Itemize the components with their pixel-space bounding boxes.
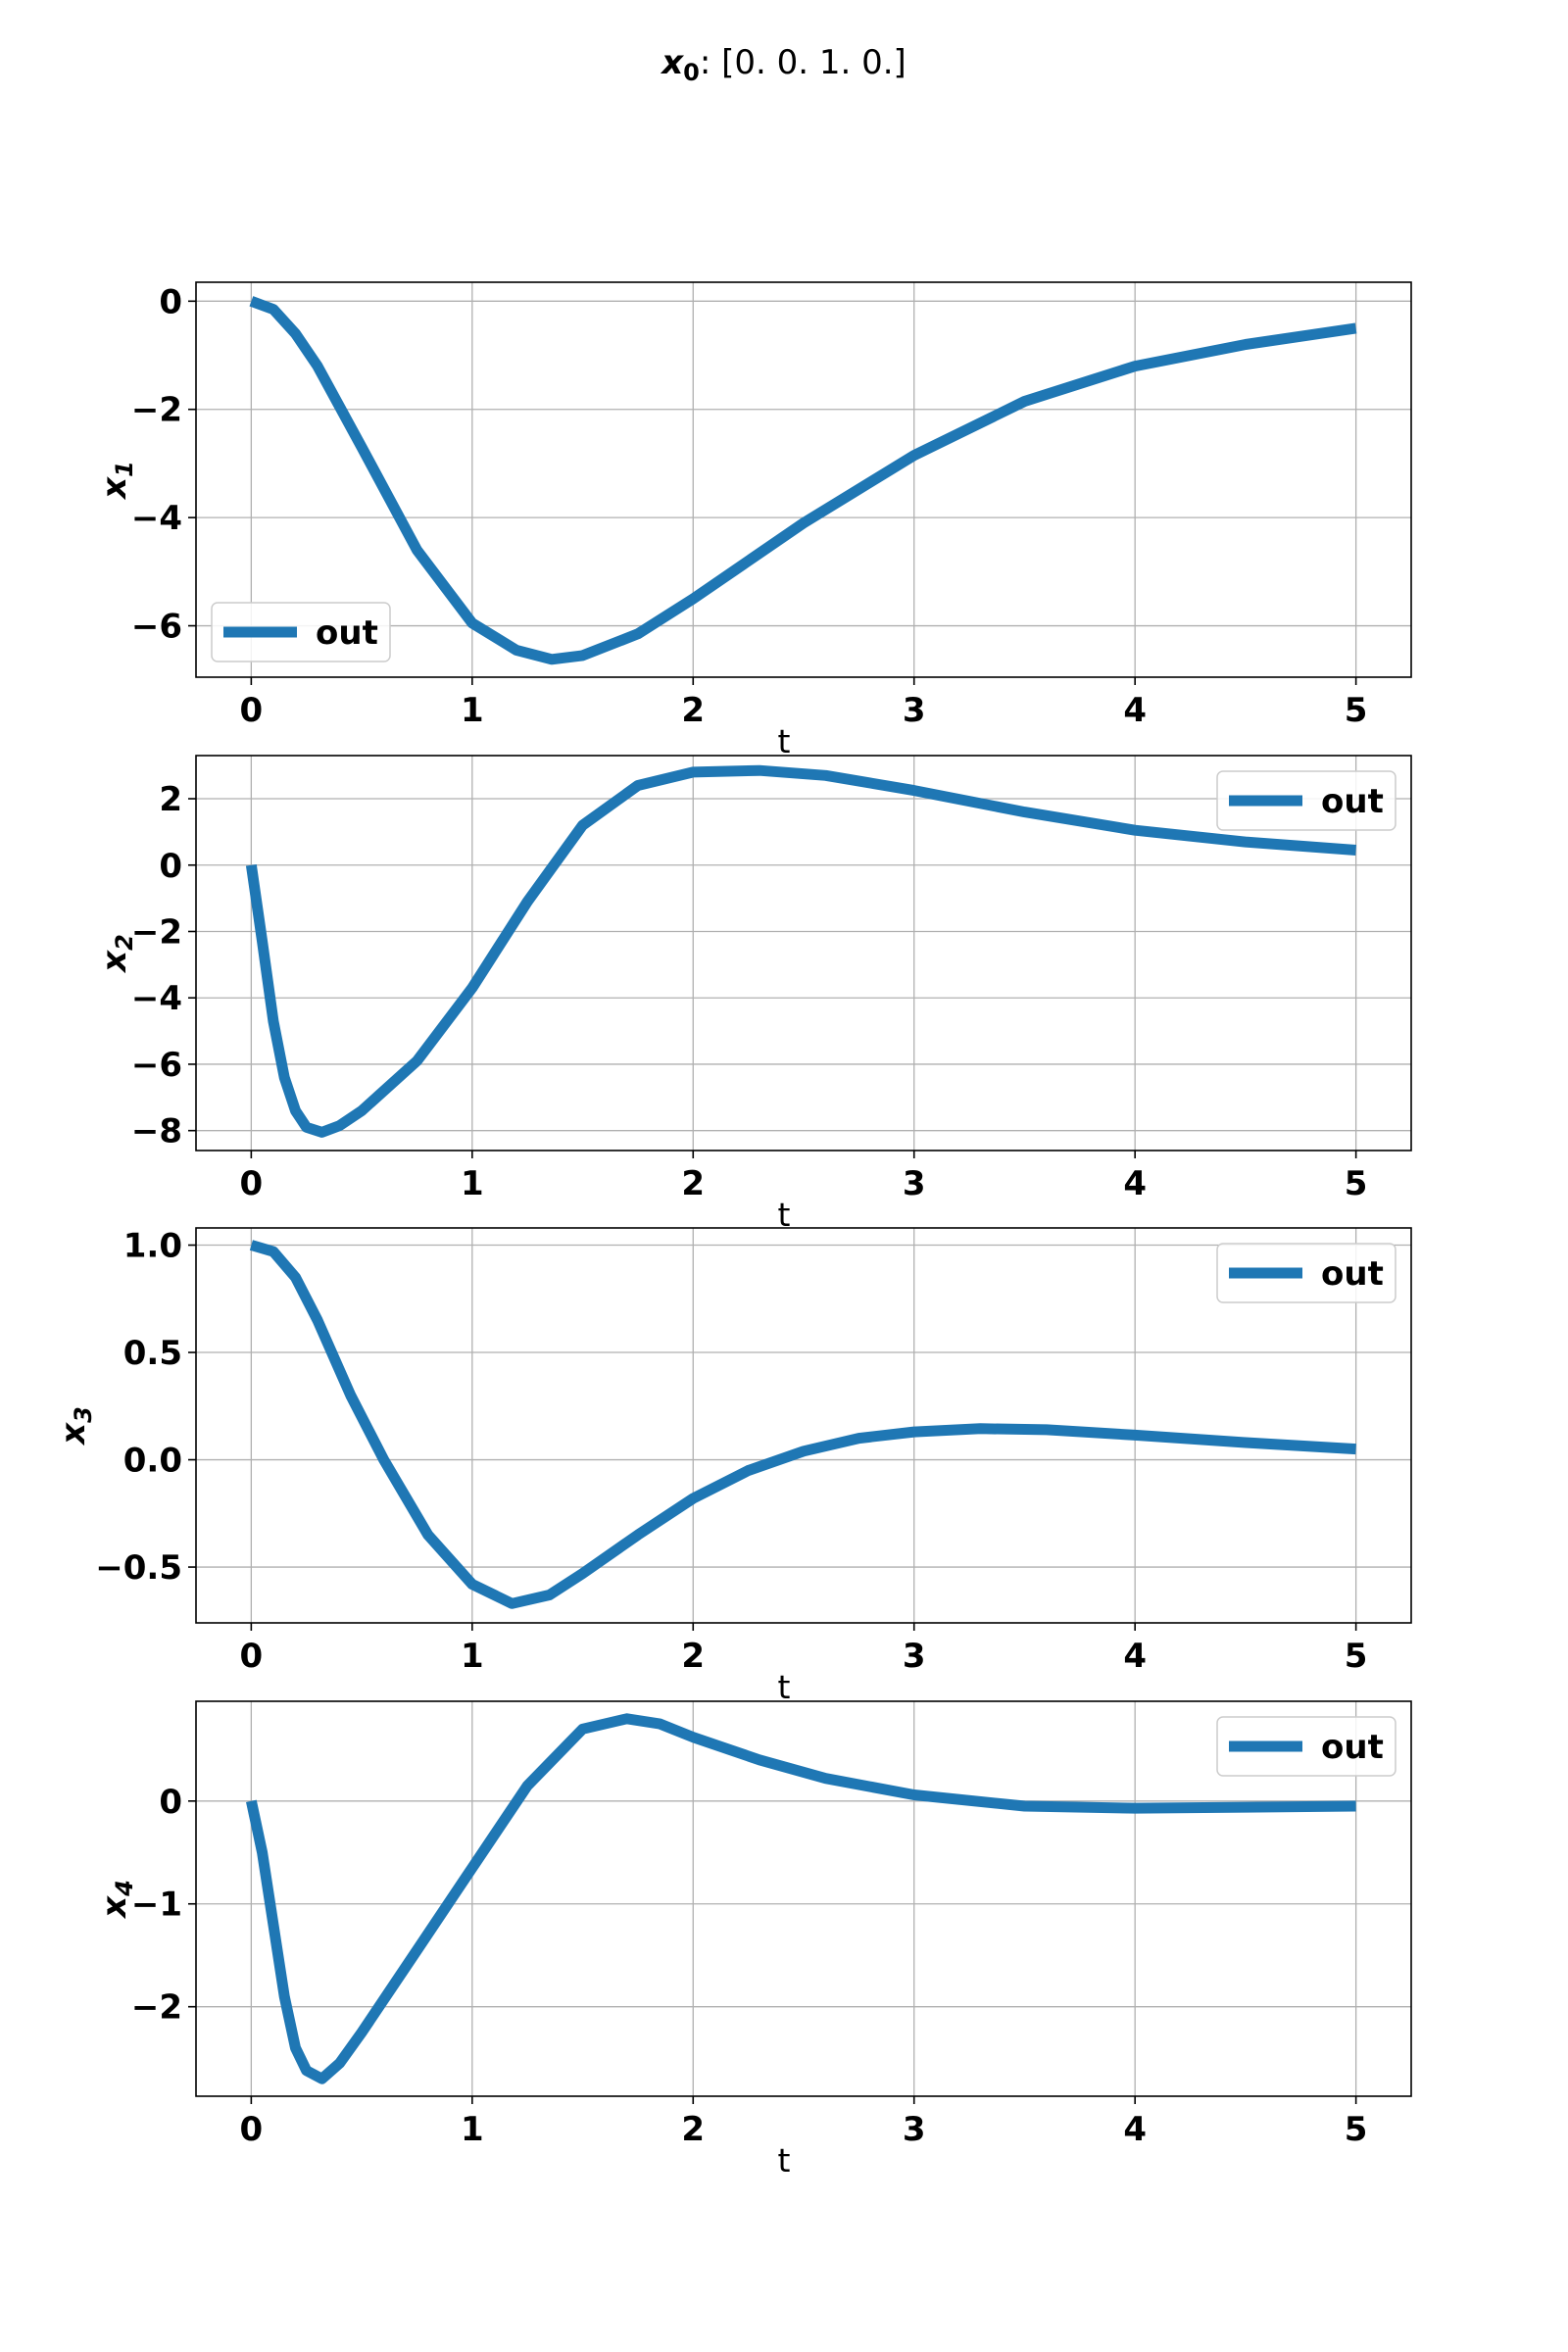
x-axis-label: t [778, 1196, 791, 1234]
legend-label: out [1321, 782, 1384, 821]
xtick-label: 2 [681, 691, 705, 730]
ytick-label: 0.5 [123, 1334, 182, 1373]
xtick-label: 4 [1123, 1637, 1147, 1676]
x-axis-label: t [778, 2141, 791, 2180]
xtick-label: 0 [240, 1164, 264, 1203]
xtick-label: 3 [903, 1637, 926, 1676]
xtick-label: 4 [1123, 1164, 1147, 1203]
legend-label: out [316, 613, 378, 653]
xtick-label: 1 [461, 2110, 484, 2149]
xtick-label: 3 [903, 691, 926, 730]
axes-frame [195, 1700, 1412, 2097]
y-axis-label: x1 [95, 461, 138, 501]
xtick-label: 3 [903, 2110, 926, 2149]
xtick-label: 2 [681, 1637, 705, 1676]
xtick-label: 4 [1123, 2110, 1147, 2149]
y-axis-label-var: x [95, 1895, 134, 1920]
series-line-out [245, 764, 1357, 1138]
legend: out [1216, 1243, 1396, 1303]
ytick-label: −2 [131, 1988, 182, 2028]
y-axis-label-sub: 2 [111, 934, 138, 951]
xtick-label: 3 [903, 1164, 926, 1203]
y-axis-label: x4 [95, 1880, 138, 1920]
y-axis-label-var: x [95, 476, 134, 501]
ytick-label: −2 [131, 912, 182, 952]
ytick-label: 0 [159, 282, 182, 321]
legend-box [1216, 1243, 1396, 1303]
series-line-out [249, 1240, 1356, 1609]
x-axis-label: t [778, 722, 791, 760]
xtick-label: 2 [681, 2110, 705, 2149]
ytick-label: −4 [131, 499, 182, 538]
ytick-label: −2 [131, 391, 182, 430]
ytick-label: −1 [131, 1886, 182, 1925]
y-axis-label-sub: 3 [70, 1406, 97, 1423]
ytick-label: −4 [131, 979, 182, 1018]
figure-title-sub: 0 [683, 59, 700, 86]
ytick-label: −6 [131, 1046, 182, 1085]
y-axis-label: x2 [95, 934, 138, 974]
y-axis-label-var: x [54, 1422, 93, 1446]
legend: out [1216, 1716, 1396, 1777]
axes-frame [195, 281, 1412, 678]
xtick-label: 1 [461, 1164, 484, 1203]
y-axis-label-var: x [95, 950, 134, 974]
ytick-label: −6 [131, 608, 182, 647]
axes-frame [195, 755, 1412, 1152]
legend: out [211, 602, 391, 662]
x-axis-label: t [778, 1668, 791, 1706]
ytick-label: 0 [159, 1783, 182, 1822]
xtick-label: 1 [461, 691, 484, 730]
ytick-label: 2 [159, 780, 182, 819]
y-axis-label-sub: 4 [111, 1880, 138, 1897]
xtick-label: 5 [1345, 2110, 1368, 2149]
y-axis-label: x3 [54, 1406, 97, 1446]
figure-title: x0: [0. 0. 1. 0.] [660, 43, 906, 86]
xtick-label: 0 [240, 691, 264, 730]
ytick-label: −0.5 [95, 1548, 182, 1588]
ytick-label: 1.0 [123, 1227, 182, 1266]
xtick-label: 1 [461, 1637, 484, 1676]
figure-title-text: : [0. 0. 1. 0.] [700, 43, 906, 82]
series-line-out [246, 1713, 1356, 2084]
xtick-label: 5 [1345, 1637, 1368, 1676]
xtick-label: 5 [1345, 1164, 1368, 1203]
xtick-label: 0 [240, 1637, 264, 1676]
xtick-label: 0 [240, 2110, 264, 2149]
legend: out [1216, 770, 1396, 831]
legend-label: out [1321, 1728, 1384, 1767]
xtick-label: 2 [681, 1164, 705, 1203]
xtick-label: 4 [1123, 691, 1147, 730]
figure-title-var: x [660, 43, 684, 82]
ytick-label: 0 [159, 847, 182, 886]
ytick-label: −8 [131, 1112, 182, 1152]
axes-frame [195, 1227, 1412, 1624]
ytick-label: 0.0 [123, 1442, 182, 1481]
legend-box [1216, 1716, 1396, 1777]
series-line-out [249, 296, 1357, 665]
xtick-label: 5 [1345, 691, 1368, 730]
legend-box [1216, 770, 1396, 831]
y-axis-label-sub: 1 [111, 461, 138, 477]
legend-label: out [1321, 1254, 1384, 1294]
legend-box [211, 602, 391, 662]
